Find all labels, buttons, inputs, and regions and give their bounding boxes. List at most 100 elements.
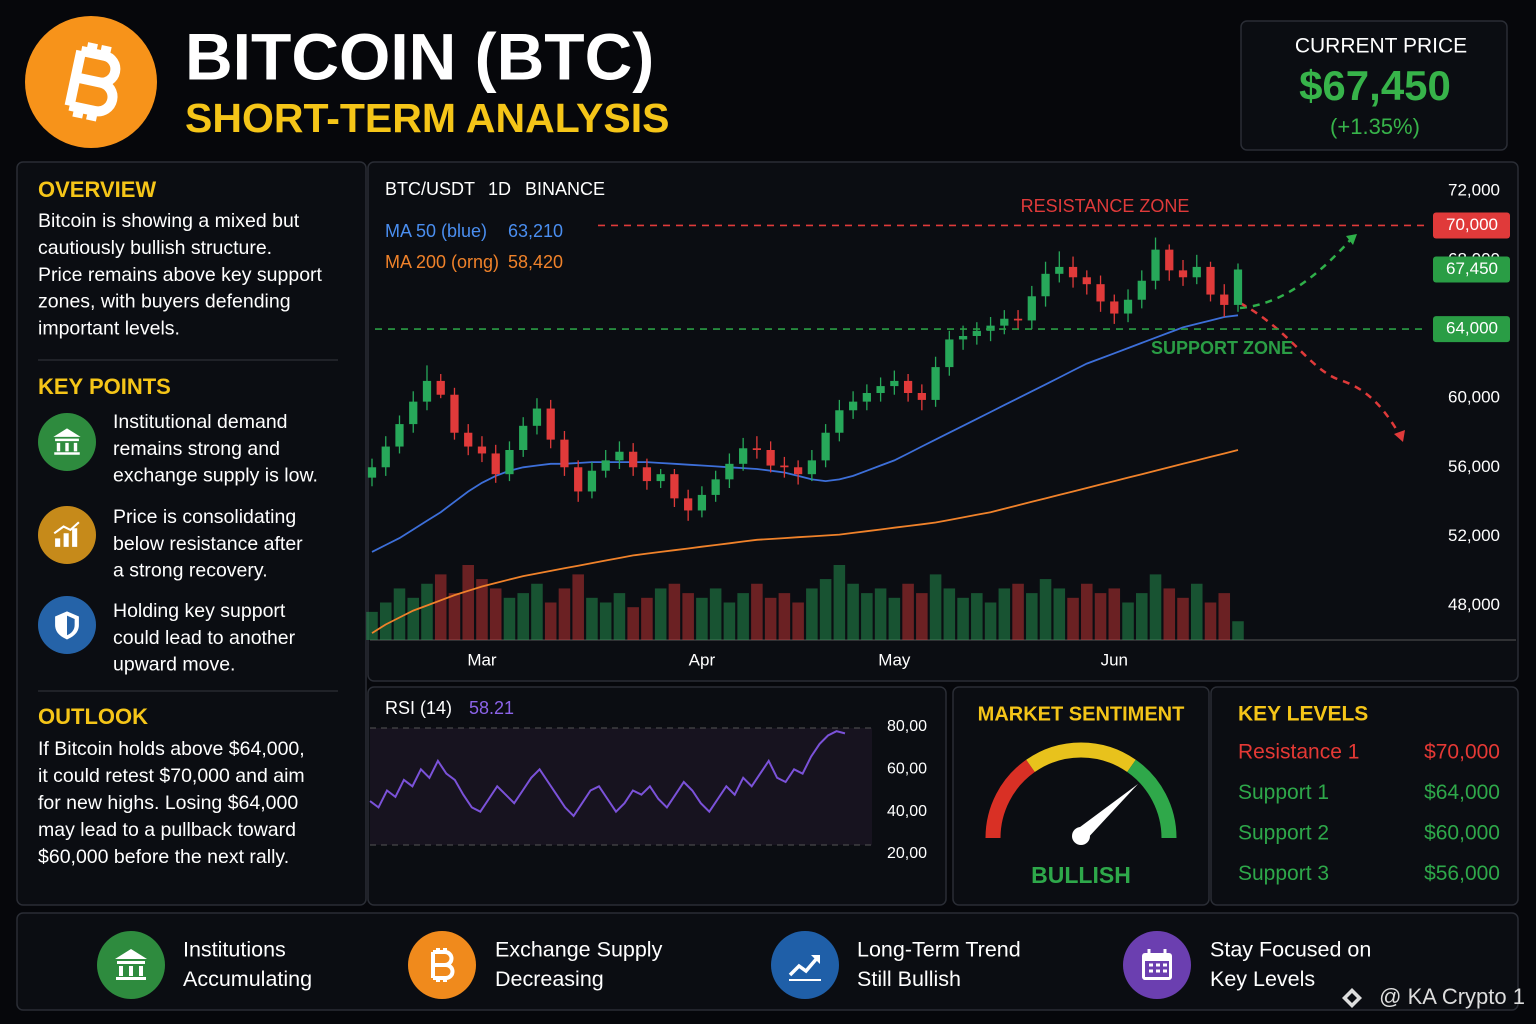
overview-line: important levels.	[38, 317, 180, 339]
arrow-head	[1346, 234, 1357, 245]
footer-line: Accumulating	[183, 967, 312, 991]
key-level-label: Support 3	[1238, 862, 1329, 885]
volume-bar	[888, 597, 901, 640]
section-heading: KEY POINTS	[38, 374, 171, 399]
footer-line: Stay Focused on	[1210, 938, 1371, 962]
candle-body	[560, 439, 569, 468]
key-levels-heading: KEY LEVELS	[1238, 703, 1368, 726]
candle-body	[574, 467, 583, 492]
y-tick-label: 60,000	[1448, 388, 1500, 407]
section-heading: OUTLOOK	[38, 704, 148, 729]
candle-body	[1000, 318, 1009, 326]
volume-bar	[1026, 593, 1038, 640]
candle-body	[821, 432, 830, 461]
legend-name: MA 200 (orng)	[385, 252, 499, 272]
candle-body	[1137, 280, 1146, 300]
volume-bar	[984, 602, 997, 640]
icon-bitcoin	[431, 946, 455, 984]
candle-body	[422, 380, 432, 402]
candle-body	[656, 474, 665, 482]
volume-bar	[847, 583, 859, 640]
footer-line: Long-Term Trend	[857, 938, 1021, 962]
volume-bar	[737, 593, 749, 640]
footer-line: Institutions	[183, 938, 286, 962]
key-levels-panel	[1210, 686, 1519, 906]
outlook-line: it could retest $70,000 and aim	[38, 765, 305, 787]
volume-bar	[874, 588, 887, 640]
candle-body	[464, 432, 473, 447]
key-level-label: Resistance 1	[1238, 741, 1359, 764]
candle-body	[477, 446, 487, 454]
y-tick-label: 60,00	[887, 761, 927, 778]
volume-bar	[613, 593, 626, 640]
candle-body	[766, 450, 775, 466]
candle-body	[890, 380, 899, 387]
icon-calendar	[1140, 947, 1174, 982]
key-point-line: could lead to another	[113, 627, 296, 649]
candle-body	[958, 336, 968, 340]
price-change: (+1.35%)	[1330, 114, 1420, 139]
volume-bar	[1081, 583, 1093, 640]
volume-bar	[723, 602, 736, 640]
candle-body	[450, 394, 459, 433]
volume-bar	[971, 593, 983, 640]
candle-body	[1096, 284, 1105, 302]
level-tag	[1433, 256, 1510, 283]
key-point-line: exchange supply is low.	[113, 465, 318, 487]
arrow-head	[1394, 430, 1405, 442]
candle-body	[780, 465, 789, 468]
y-tick-label: 48,000	[1448, 595, 1500, 614]
candle-body	[711, 479, 720, 495]
volume-bar	[819, 579, 832, 640]
outlook-line: If Bitcoin holds above $64,000,	[38, 738, 305, 760]
volume-bar	[682, 593, 694, 640]
legend-value: 58,420	[508, 252, 563, 272]
projection-down	[1239, 301, 1403, 438]
key-level-value: $70,000	[1424, 741, 1500, 764]
outlook-line: may lead to a pullback toward	[38, 819, 296, 841]
watermark: @ KA Crypto 1	[1379, 984, 1525, 1009]
candle-body	[794, 467, 803, 475]
y-tick-label: 20,00	[887, 845, 927, 862]
candle-body	[1192, 266, 1201, 278]
candle-body	[1233, 269, 1243, 305]
section-heading: OVERVIEW	[38, 177, 156, 202]
candle-body	[367, 467, 377, 478]
y-tick-label: 80,00	[887, 718, 927, 735]
volume-bar	[572, 574, 584, 640]
title: BITCOIN (BTC)	[185, 19, 654, 93]
volume-bar	[778, 593, 791, 640]
candle-body	[903, 380, 913, 393]
moving-average-line	[371, 314, 1239, 553]
candle-body	[587, 470, 597, 492]
candle-body	[491, 453, 500, 475]
volume-bar	[668, 583, 681, 640]
candle-body	[1220, 294, 1229, 305]
key-point-line: upward move.	[113, 654, 235, 676]
rsi-current: 58.21	[469, 698, 514, 718]
volume-bar	[393, 588, 406, 640]
gauge-yellow	[1026, 742, 1136, 773]
volume-bar	[1190, 583, 1203, 640]
footer-line: Key Levels	[1210, 967, 1315, 991]
candle-body	[615, 451, 624, 461]
gauge-hub	[1072, 827, 1090, 845]
candle-body	[986, 325, 995, 331]
left-panel	[16, 161, 367, 906]
volume-bar	[599, 602, 612, 640]
volume-bar	[696, 597, 708, 640]
volume-bar	[544, 602, 557, 640]
volume-bar	[1163, 588, 1176, 640]
candle-body	[1013, 318, 1023, 321]
level-tag-text: 67,450	[1446, 259, 1498, 278]
candle-body	[532, 408, 542, 426]
volume-bar	[503, 597, 516, 640]
x-tick-label: Jun	[1101, 650, 1128, 669]
y-tick-label: 40,00	[887, 803, 927, 820]
sentiment-panel	[952, 686, 1210, 906]
volume-bar	[943, 588, 956, 640]
volume-bar	[1218, 593, 1231, 640]
candle-body	[876, 386, 885, 393]
exchange: BINANCE	[525, 179, 605, 199]
legend-name: MA 50 (blue)	[385, 221, 487, 241]
